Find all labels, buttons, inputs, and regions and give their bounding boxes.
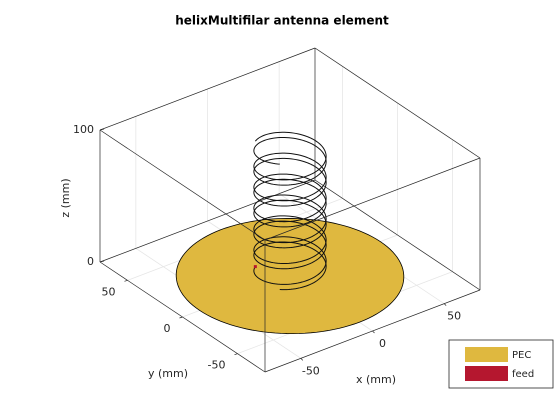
box-edge bbox=[99, 179, 316, 263]
helix-strand bbox=[253, 136, 327, 291]
x-tick-label: 50 bbox=[447, 310, 461, 323]
x-tick bbox=[300, 358, 304, 361]
y-tick bbox=[124, 280, 128, 282]
z-tick-label: 0 bbox=[87, 255, 94, 268]
x-tick bbox=[443, 303, 447, 306]
x-axis-label: x (mm) bbox=[356, 373, 396, 386]
chart-title: helixMultifilar antenna element bbox=[175, 14, 389, 28]
y-tick-label: 50 bbox=[102, 285, 116, 298]
z-tick-label: 100 bbox=[73, 123, 94, 136]
box-edge bbox=[314, 179, 481, 291]
y-axis-label: y (mm) bbox=[148, 367, 188, 380]
scene bbox=[175, 131, 405, 335]
box-edge bbox=[99, 47, 316, 131]
box-edge bbox=[314, 47, 481, 159]
x-tick-label: -50 bbox=[302, 364, 320, 377]
feed bbox=[253, 265, 257, 269]
legend-swatch bbox=[465, 347, 508, 362]
legend-swatch bbox=[465, 366, 508, 381]
z-axis-label: z (mm) bbox=[59, 178, 72, 217]
y-tick bbox=[234, 353, 238, 355]
z-tick bbox=[99, 260, 105, 263]
z-tick bbox=[99, 128, 105, 131]
y-tick bbox=[179, 316, 183, 319]
ground-plane bbox=[175, 217, 405, 335]
y-tick-label: -50 bbox=[208, 359, 226, 372]
legend-label: PEC bbox=[512, 350, 531, 361]
box-edge bbox=[264, 157, 481, 241]
helix-strand bbox=[253, 131, 327, 285]
box-edge bbox=[99, 129, 266, 241]
x-tick bbox=[372, 330, 375, 334]
y-tick-label: 0 bbox=[164, 322, 171, 335]
legend-label: feed bbox=[512, 369, 534, 380]
x-tick-label: 0 bbox=[379, 337, 386, 350]
